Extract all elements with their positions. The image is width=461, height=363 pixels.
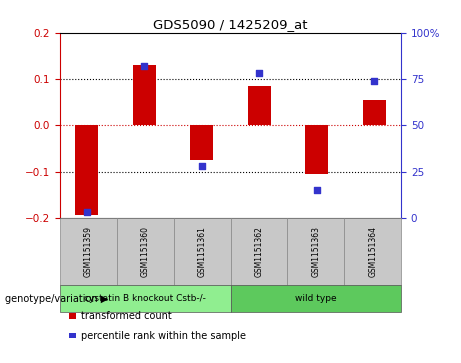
Bar <box>230 285 401 312</box>
Bar <box>117 218 174 285</box>
Bar <box>344 218 401 285</box>
Point <box>198 163 206 169</box>
Bar <box>305 125 328 174</box>
Point <box>370 78 378 84</box>
Text: GSM1151361: GSM1151361 <box>198 226 207 277</box>
Text: wild type: wild type <box>295 294 337 303</box>
Bar <box>76 125 98 216</box>
Bar <box>363 100 385 125</box>
Bar <box>69 313 76 319</box>
Text: genotype/variation ▶: genotype/variation ▶ <box>5 294 108 303</box>
Bar <box>230 218 287 285</box>
Bar <box>133 65 156 125</box>
Text: GSM1151359: GSM1151359 <box>84 226 93 277</box>
Bar <box>174 218 230 285</box>
Bar <box>60 218 117 285</box>
Text: transformed count: transformed count <box>81 311 171 321</box>
Point <box>255 70 263 76</box>
Bar <box>287 218 344 285</box>
Text: GSM1151360: GSM1151360 <box>141 226 150 277</box>
Text: GSM1151363: GSM1151363 <box>311 226 320 277</box>
Text: GSM1151364: GSM1151364 <box>368 226 377 277</box>
Bar <box>190 125 213 160</box>
Point <box>83 209 91 215</box>
Text: GSM1151362: GSM1151362 <box>254 226 263 277</box>
Bar <box>69 333 76 338</box>
Bar <box>60 285 230 312</box>
Text: cystatin B knockout Cstb-/-: cystatin B knockout Cstb-/- <box>84 294 206 303</box>
Bar <box>248 86 271 125</box>
Title: GDS5090 / 1425209_at: GDS5090 / 1425209_at <box>153 19 308 32</box>
Point <box>313 187 320 193</box>
Point <box>141 63 148 69</box>
Text: percentile rank within the sample: percentile rank within the sample <box>81 331 246 341</box>
